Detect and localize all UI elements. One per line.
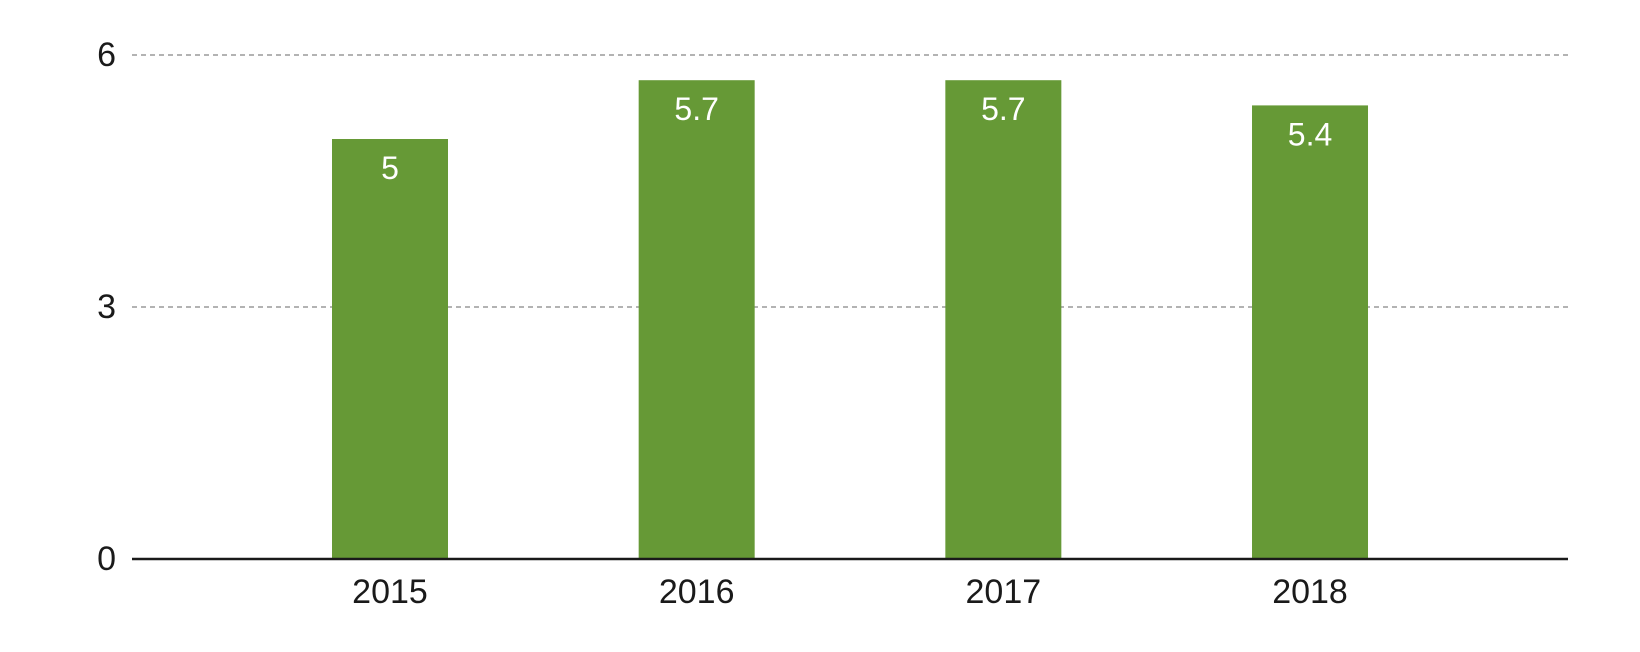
bar-2016: [638, 80, 755, 559]
bar-2018: [1252, 105, 1369, 560]
x-tick-label: 2017: [966, 573, 1042, 611]
x-tick-label: 2018: [1272, 573, 1348, 611]
y-tick-label: 0: [97, 540, 116, 578]
x-tick-label: 2016: [659, 573, 735, 611]
bar-2017: [945, 80, 1062, 559]
bars: 5 5.7 5.7 5.4: [332, 80, 1369, 560]
x-axis-ticks: 2015 2016 2017 2018: [352, 573, 1348, 611]
y-tick-label: 6: [97, 36, 116, 74]
x-tick-label: 2015: [352, 573, 428, 611]
bar-2015: [332, 139, 448, 559]
data-label: 5.4: [1288, 116, 1332, 152]
data-label: 5: [381, 150, 399, 186]
y-axis-ticks: 0 3 6: [97, 36, 116, 578]
data-label: 5.7: [674, 91, 718, 127]
data-label: 5.7: [981, 91, 1025, 127]
y-tick-label: 3: [97, 288, 116, 326]
